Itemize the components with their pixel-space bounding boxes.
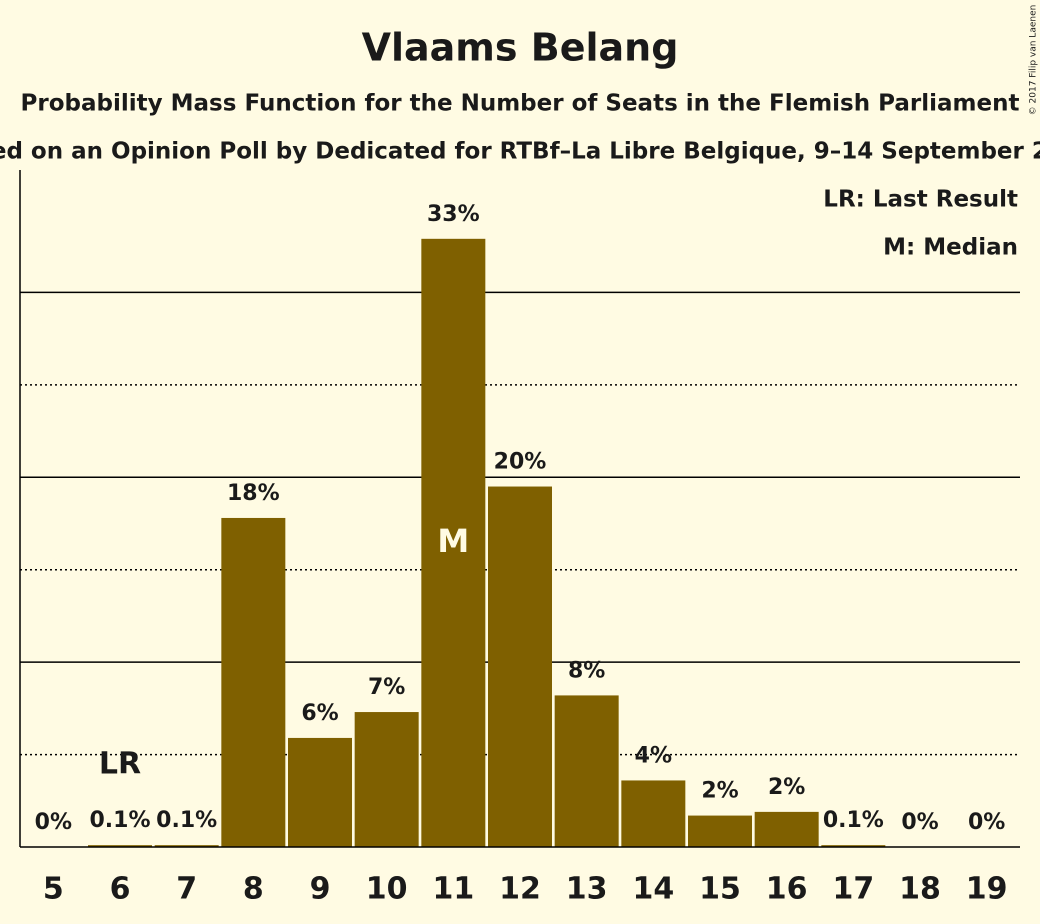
bar [621,780,686,847]
x-tick-label: 12 [499,872,541,907]
bar [421,238,486,847]
bar [754,811,819,847]
x-tick-label: 17 [832,872,874,907]
bar [354,712,419,847]
x-tick-label: 5 [43,872,64,907]
value-label: 33% [427,202,480,227]
legend-entry: M: Median [883,235,1018,261]
value-label: 7% [368,675,405,700]
value-label: 18% [227,481,280,506]
bar [554,695,619,847]
x-tick-label: 15 [699,872,741,907]
x-tick-label: 18 [899,872,941,907]
value-label: 2% [768,775,805,800]
value-label: 8% [568,658,605,683]
bar [288,737,352,847]
x-tick-label: 8 [243,872,264,907]
value-label: 0% [968,810,1005,835]
median-label: M [437,522,469,560]
bar [88,845,152,847]
x-tick-label: 11 [432,872,474,907]
x-tick-label: 9 [310,872,331,907]
value-label: 4% [635,743,672,768]
value-label: 2% [701,779,738,804]
last-result-label: LR [99,747,141,782]
value-label: 0.1% [89,808,150,833]
x-tick-label: 10 [366,872,408,907]
x-tick-label: 14 [632,872,674,907]
copyright: © 2017 Filip van Laenen [1029,5,1039,116]
x-tick-label: 19 [966,872,1008,907]
x-tick-label: 13 [566,872,608,907]
value-label: 0% [35,810,72,835]
value-label: 0% [901,810,938,835]
value-label: 20% [494,450,547,475]
legend-entry: LR: Last Result [823,187,1018,213]
value-label: 0.1% [823,808,884,833]
bar [821,845,886,847]
x-tick-label: 7 [176,872,197,907]
x-tick-label: 6 [110,872,131,907]
chart-subtitle: Probability Mass Function for the Number… [21,91,1020,117]
chart-subtitle: Based on an Opinion Poll by Dedicated fo… [0,139,1040,165]
bar [221,517,286,847]
bar [688,815,752,847]
value-label: 6% [301,701,338,726]
value-label: 0.1% [156,808,217,833]
x-tick-label: 16 [766,872,808,907]
bar [154,845,219,847]
chart-title: Vlaams Belang [362,26,679,70]
bar [488,486,552,847]
